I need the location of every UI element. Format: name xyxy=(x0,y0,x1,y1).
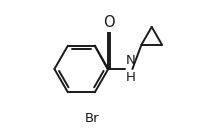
Text: N: N xyxy=(125,54,135,67)
Text: Br: Br xyxy=(84,112,99,125)
Text: O: O xyxy=(103,15,115,30)
Text: H: H xyxy=(125,71,135,84)
